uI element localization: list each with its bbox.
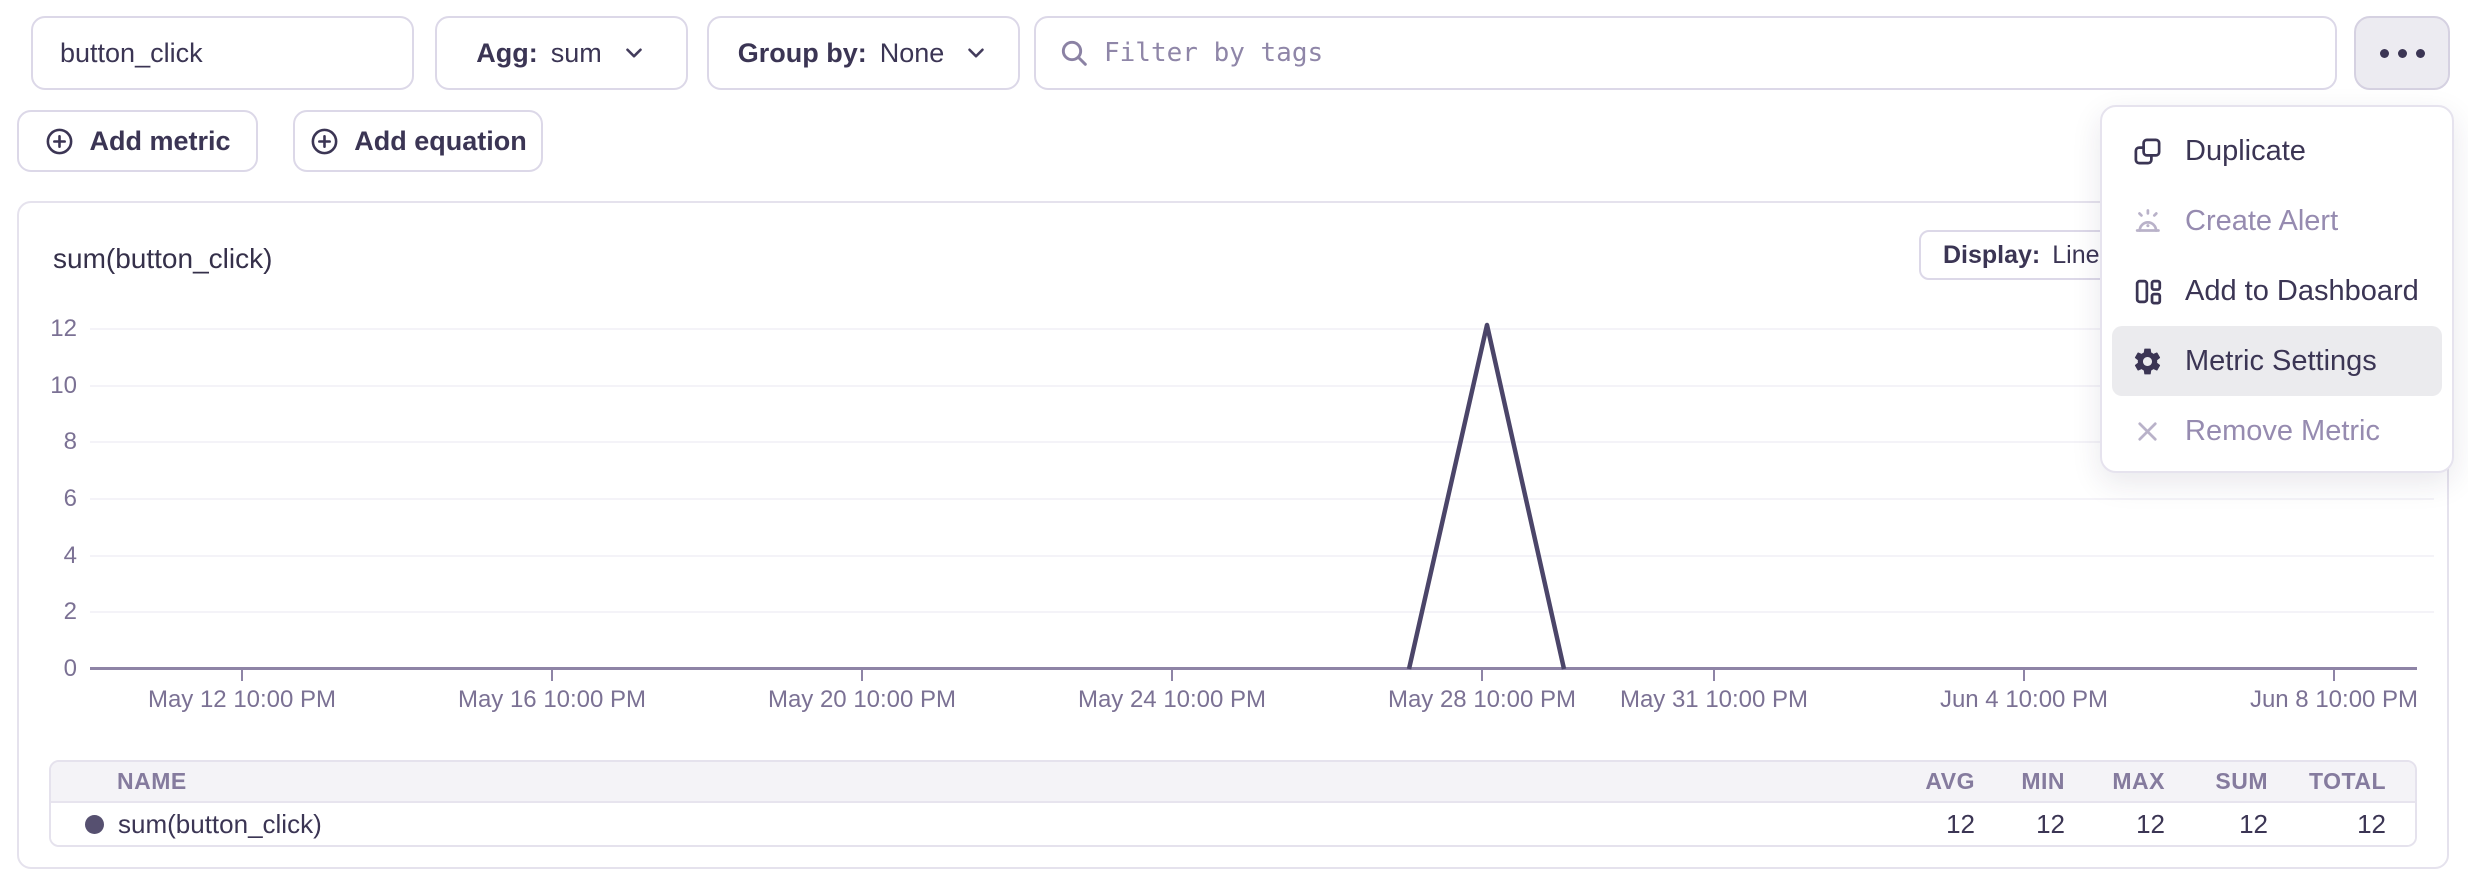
menu-item-remove-metric: Remove Metric xyxy=(2102,396,2452,466)
x-axis-label: May 28 10:00 PM xyxy=(1387,686,1577,713)
y-axis-label: 12 xyxy=(50,315,77,342)
y-axis-label: 8 xyxy=(63,428,77,455)
ellipsis-icon xyxy=(2379,48,2425,58)
menu-item-label: Duplicate xyxy=(2185,134,2306,167)
context-menu: Duplicate Create Alert Add to Dashboard xyxy=(2100,105,2454,473)
x-axis-tick xyxy=(2023,670,2025,681)
tag-filter-input[interactable] xyxy=(1104,38,2313,68)
display-label: Display: xyxy=(1943,240,2041,269)
x-axis-label: Jun 4 10:00 PM xyxy=(1939,686,2109,713)
menu-item-add-to-dashboard[interactable]: Add to Dashboard xyxy=(2102,256,2452,326)
series-color-dot xyxy=(85,814,104,834)
x-axis-label: May 31 10:00 PM xyxy=(1619,686,1809,713)
x-axis-tick xyxy=(861,670,863,681)
metric-name-input[interactable] xyxy=(31,16,414,90)
add-metric-button[interactable]: Add metric xyxy=(17,110,258,172)
x-axis-tick xyxy=(551,670,553,681)
menu-item-label: Metric Settings xyxy=(2185,344,2377,377)
menu-item-metric-settings[interactable]: Metric Settings xyxy=(2112,326,2442,396)
x-axis-tick xyxy=(1171,670,1173,681)
plus-circle-icon xyxy=(47,128,73,154)
x-axis-tick xyxy=(241,670,243,681)
group-by-select[interactable]: Group by: None xyxy=(707,16,1020,90)
column-header-min: MIN xyxy=(2021,768,2065,794)
menu-item-duplicate[interactable]: Duplicate xyxy=(2102,116,2452,186)
x-axis-line xyxy=(90,667,2417,670)
menu-item-label: Remove Metric xyxy=(2185,414,2380,447)
y-axis-label: 4 xyxy=(63,542,77,569)
chart-title: sum(button_click) xyxy=(53,243,273,274)
group-by-label: Group by: xyxy=(737,37,867,68)
y-axis-label: 0 xyxy=(63,655,77,682)
chevron-down-icon xyxy=(625,48,642,58)
search-icon xyxy=(1061,40,1087,66)
aggregation-value: sum xyxy=(550,37,602,68)
series-avg: 12 xyxy=(1946,808,1975,839)
column-header-sum: SUM xyxy=(2215,768,2268,794)
series-line xyxy=(1406,322,1567,670)
gear-icon xyxy=(2132,346,2163,377)
group-by-value: None xyxy=(879,37,945,68)
x-axis-label: May 24 10:00 PM xyxy=(1077,686,1267,713)
x-axis-label: Jun 8 10:00 PM xyxy=(2249,686,2419,713)
close-icon xyxy=(2132,416,2163,447)
column-header-name: NAME xyxy=(117,768,187,794)
display-value: Line xyxy=(2052,240,2100,269)
x-axis-label: May 12 10:00 PM xyxy=(147,686,337,713)
add-metric-label: Add metric xyxy=(89,125,231,156)
aggregation-select[interactable]: Agg: sum xyxy=(435,16,688,90)
column-header-avg: AVG xyxy=(1925,768,1975,794)
gridline xyxy=(90,328,2434,330)
x-axis-tick xyxy=(1713,670,1715,681)
series-name: sum(button_click) xyxy=(118,808,322,839)
tag-filter xyxy=(1034,16,2337,90)
menu-item-create-alert: Create Alert xyxy=(2102,186,2452,256)
gridline xyxy=(90,611,2434,613)
add-equation-label: Add equation xyxy=(354,125,527,156)
gridline xyxy=(90,385,2434,387)
menu-item-label: Add to Dashboard xyxy=(2185,274,2419,307)
chevron-down-icon xyxy=(968,48,985,58)
duplicate-icon xyxy=(2132,136,2163,167)
menu-item-label: Create Alert xyxy=(2185,204,2339,237)
gridline xyxy=(90,555,2434,557)
summary-table: NAME AVG MIN MAX SUM TOTAL sum(button_cl… xyxy=(49,760,2417,847)
add-equation-button[interactable]: Add equation xyxy=(293,110,543,172)
y-axis-label: 6 xyxy=(63,485,77,512)
x-axis-label: May 16 10:00 PM xyxy=(457,686,647,713)
alert-icon xyxy=(2132,206,2163,237)
chart-panel: sum(button_click) Display: Line 12 10 8 … xyxy=(17,201,2449,869)
dashboard-icon xyxy=(2132,276,2163,307)
table-row[interactable]: sum(button_click) 12 12 12 12 12 xyxy=(51,803,2415,845)
x-axis-label: May 20 10:00 PM xyxy=(767,686,957,713)
summary-table-header: NAME AVG MIN MAX SUM TOTAL xyxy=(51,762,2415,803)
y-axis-label: 10 xyxy=(50,372,77,399)
gridline xyxy=(90,498,2434,500)
x-axis-tick xyxy=(2333,670,2335,681)
more-options-button[interactable] xyxy=(2354,16,2450,90)
aggregation-label: Agg: xyxy=(476,37,538,68)
series-sum: 12 xyxy=(2239,808,2268,839)
plus-circle-icon xyxy=(311,128,338,154)
column-header-max: MAX xyxy=(2112,768,2165,794)
y-axis-label: 2 xyxy=(63,598,77,625)
series-min: 12 xyxy=(2036,808,2065,839)
series-total: 12 xyxy=(2357,808,2386,839)
column-header-total: TOTAL xyxy=(2308,768,2386,794)
x-axis-tick xyxy=(1481,670,1483,681)
gridline xyxy=(90,441,2434,443)
series-max: 12 xyxy=(2136,808,2165,839)
